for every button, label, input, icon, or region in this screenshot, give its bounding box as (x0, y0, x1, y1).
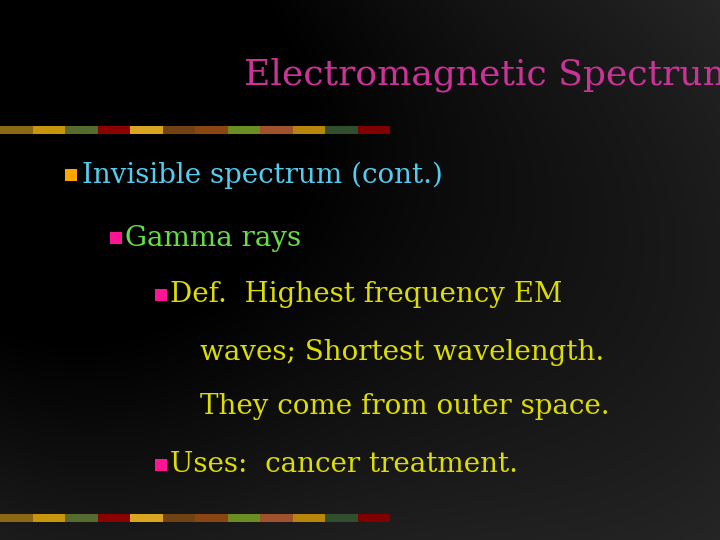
Bar (228, 514, 260, 522)
Bar (292, 126, 325, 134)
Bar (155, 459, 167, 471)
Bar (155, 289, 167, 301)
Bar (358, 514, 390, 522)
Bar (65, 169, 77, 181)
Bar (325, 514, 358, 522)
Bar (65, 126, 97, 134)
Bar (65, 514, 97, 522)
Text: Gamma rays: Gamma rays (125, 225, 301, 252)
Bar (32, 514, 65, 522)
Bar (325, 126, 358, 134)
Bar (163, 514, 195, 522)
Text: Uses:  cancer treatment.: Uses: cancer treatment. (170, 451, 518, 478)
Text: Def.  Highest frequency EM: Def. Highest frequency EM (170, 281, 562, 308)
Bar (0, 126, 32, 134)
Bar (97, 514, 130, 522)
Text: waves; Shortest wavelength.: waves; Shortest wavelength. (200, 339, 604, 366)
Text: Electromagnetic Spectrum: Electromagnetic Spectrum (243, 58, 720, 92)
Bar (260, 126, 292, 134)
Bar (97, 126, 130, 134)
Bar (163, 126, 195, 134)
Bar (130, 126, 163, 134)
Bar (358, 126, 390, 134)
Bar (228, 126, 260, 134)
Bar (130, 514, 163, 522)
Bar (110, 232, 122, 244)
Bar (195, 514, 228, 522)
Bar (0, 514, 32, 522)
Bar (32, 126, 65, 134)
Bar (260, 514, 292, 522)
Bar (195, 126, 228, 134)
Bar (292, 514, 325, 522)
Text: They come from outer space.: They come from outer space. (200, 394, 610, 421)
Text: Invisible spectrum (cont.): Invisible spectrum (cont.) (82, 161, 443, 188)
